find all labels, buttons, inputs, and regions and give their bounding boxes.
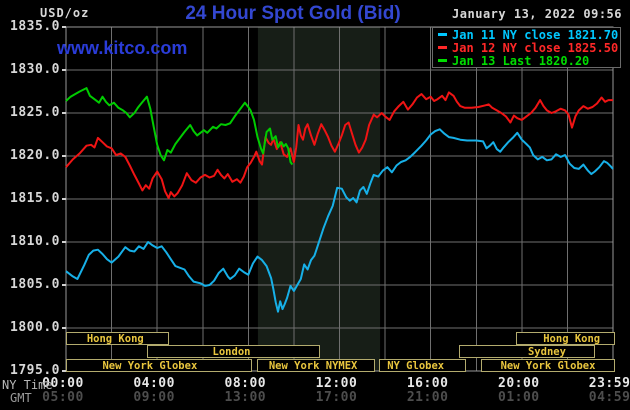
price-line-jan-13 <box>65 87 294 166</box>
session-label: Hong Kong <box>86 332 144 345</box>
datetime-label: January 13, 2022 09:56 <box>452 7 622 21</box>
gmt-time-tick-label: 17:00 <box>315 390 358 405</box>
session-box-sydney: Sydney <box>459 345 595 358</box>
ny-time-tick-label: 00:00 <box>42 376 84 391</box>
legend-item-1: Jan 12 NY close 1825.50 <box>433 42 620 54</box>
ny-time-tick-label: 12:00 <box>315 376 358 391</box>
y-tick-label: 1820.0 <box>10 148 60 163</box>
session-label: London <box>212 346 251 358</box>
ny-time-tick-label: 16:00 <box>406 376 449 391</box>
session-box-london: London <box>146 345 321 358</box>
ny-time-tick-label: 23:59 <box>588 376 630 391</box>
legend-item-0: Jan 11 NY close 1821.70 <box>433 29 620 41</box>
gmt-time-tick-label: 01:00 <box>498 390 540 405</box>
session-box-new-york-nymex: New York NYMEX <box>257 358 375 372</box>
y-tick-label: 1800.0 <box>10 320 60 335</box>
session-box-hong-kong: Hong Kong <box>66 331 169 345</box>
session-label: Hong Kong <box>543 332 601 345</box>
session-label: New York Globex <box>102 359 198 372</box>
price-line-jan-11 <box>65 128 614 313</box>
ny-time-tick-label: 20:00 <box>498 376 540 391</box>
session-box-new-york-globex: New York Globex <box>66 358 252 372</box>
legend-label: Jan 12 NY close 1825.50 <box>452 41 619 55</box>
kitco-watermark-link[interactable]: www.kitco.com <box>57 38 188 58</box>
session-label: NY Globex <box>387 359 445 372</box>
y-tick-label: 1810.0 <box>10 234 60 249</box>
session-label: New York Globex <box>500 359 596 372</box>
y-tick-label: 1825.0 <box>10 105 60 120</box>
y-tick-label: 1795.0 <box>10 363 60 378</box>
gmt-time-tick-label: 04:59 <box>588 390 630 405</box>
session-box-hong-kong: Hong Kong <box>516 331 616 345</box>
session-box-new-york-globex: New York Globex <box>480 358 616 372</box>
price-line-jan-12 <box>65 91 613 200</box>
gmt-time-tick-label: 09:00 <box>133 390 175 405</box>
ny-time-tick-label: 04:00 <box>133 376 175 391</box>
ny-time-tick-label: 08:00 <box>224 376 267 391</box>
y-tick-label: 1835.0 <box>10 19 60 34</box>
y-axis-unit-label: USD/oz <box>40 6 90 20</box>
y-tick-label: 1815.0 <box>10 191 60 206</box>
legend-dash-icon <box>438 33 447 36</box>
gmt-time-tick-label: 05:00 <box>42 390 84 405</box>
legend-item-2: Jan 13 Last 1820.20 <box>433 55 620 67</box>
gmt-time-tick-label: 21:00 <box>406 390 449 405</box>
legend: Jan 11 NY close 1821.70 Jan 12 NY close 1… <box>432 27 621 68</box>
session-box-ny-globex: NY Globex <box>379 358 466 372</box>
session-label: Sydney <box>527 346 566 358</box>
page-title: 24 Hour Spot Gold (Bid) <box>185 3 401 24</box>
session-label: New York NYMEX <box>268 359 358 372</box>
gmt-time-tick-label: 13:00 <box>224 390 267 405</box>
ny-time-axis-label: NY Time <box>2 378 53 392</box>
y-tick-label: 1805.0 <box>10 277 60 292</box>
legend-dash-icon <box>438 59 447 62</box>
legend-label: Jan 13 Last 1820.20 <box>452 54 590 68</box>
legend-dash-icon <box>438 46 447 49</box>
legend-label: Jan 11 NY close 1821.70 <box>452 28 619 42</box>
gmt-axis-label: GMT <box>10 391 32 405</box>
y-tick-label: 1830.0 <box>10 62 60 77</box>
